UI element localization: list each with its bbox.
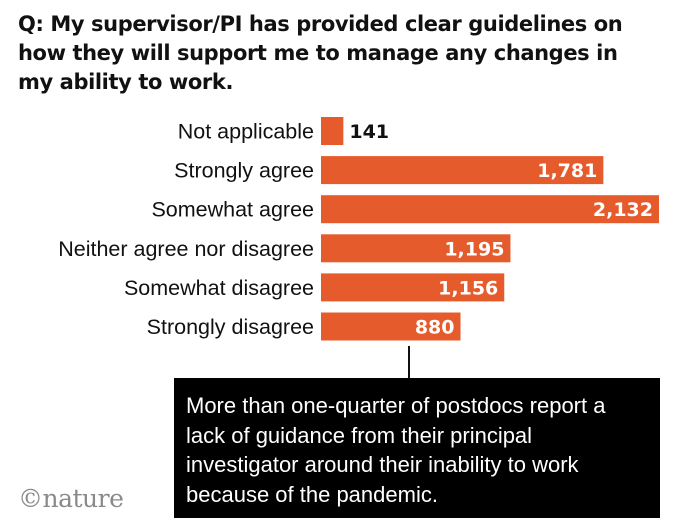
bar (321, 234, 511, 263)
category-label: Strongly agree (174, 159, 314, 183)
category-label: Neither agree nor disagree (58, 237, 314, 261)
callout-pointer (408, 346, 410, 378)
value-label: 141 (349, 121, 389, 143)
chart-title: Q: My supervisor/PI has provided clear g… (18, 12, 623, 94)
bar (321, 117, 344, 145)
bar (321, 156, 604, 185)
category-label: Not applicable (178, 120, 314, 144)
value-label: 1,195 (444, 238, 504, 260)
nature-logo: ©nature (18, 484, 124, 513)
bar (321, 195, 659, 224)
value-label: 1,781 (537, 160, 597, 182)
value-label: 880 (415, 317, 455, 339)
annotation-callout: More than one-quarter of postdocs report… (174, 378, 660, 518)
value-label: 1,156 (438, 277, 498, 299)
category-label: Strongly disagree (147, 315, 314, 339)
category-label: Somewhat agree (151, 198, 314, 222)
value-label: 2,132 (593, 199, 653, 221)
bar (321, 273, 505, 302)
bar (321, 312, 461, 341)
category-label: Somewhat disagree (124, 276, 314, 300)
